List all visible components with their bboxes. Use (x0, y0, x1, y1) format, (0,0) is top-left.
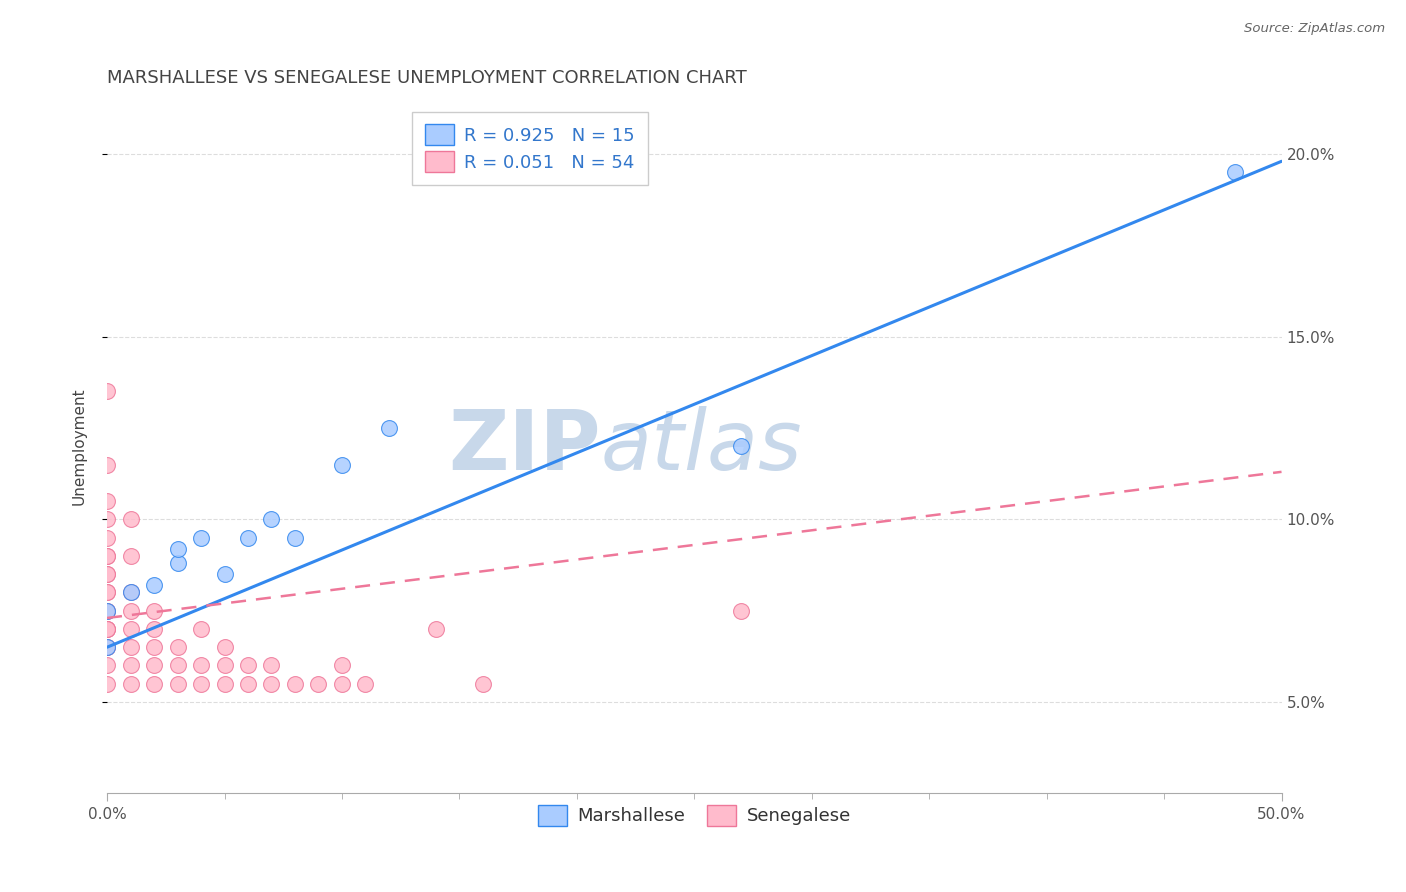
Point (96, 622, 118, 636)
Point (120, 512, 142, 526)
Point (236, 531, 259, 545)
Point (96, 604, 118, 618)
Point (96, 640, 118, 655)
Text: Source: ZipAtlas.com: Source: ZipAtlas.com (1244, 22, 1385, 36)
Point (96, 604, 118, 618)
Point (96, 549, 118, 563)
Point (166, 658, 188, 673)
Point (330, 658, 353, 673)
Point (96, 622, 118, 636)
Point (190, 531, 212, 545)
Point (471, 677, 494, 691)
Point (425, 622, 447, 636)
Text: atlas: atlas (600, 406, 801, 487)
Point (120, 585, 142, 599)
Point (730, 439, 752, 453)
Point (143, 677, 166, 691)
Text: ZIP: ZIP (449, 406, 600, 487)
Point (236, 677, 259, 691)
Point (260, 677, 283, 691)
Point (96, 567, 118, 582)
Point (166, 556, 188, 570)
Point (96, 604, 118, 618)
Point (260, 512, 283, 526)
Point (330, 677, 353, 691)
Point (190, 677, 212, 691)
Text: MARSHALLESE VS SENEGALESE UNEMPLOYMENT CORRELATION CHART: MARSHALLESE VS SENEGALESE UNEMPLOYMENT C… (107, 69, 747, 87)
Point (166, 677, 188, 691)
Point (120, 604, 142, 618)
Point (284, 531, 307, 545)
Point (96, 531, 118, 545)
Point (96, 549, 118, 563)
Point (330, 458, 353, 472)
Point (378, 421, 401, 435)
Point (96, 567, 118, 582)
Point (236, 658, 259, 673)
Point (96, 585, 118, 599)
Point (214, 677, 236, 691)
Point (143, 622, 166, 636)
Point (143, 640, 166, 655)
Point (120, 549, 142, 563)
Point (143, 578, 166, 592)
Point (120, 658, 142, 673)
Point (96, 658, 118, 673)
Point (1223, 165, 1246, 179)
Point (143, 604, 166, 618)
Point (190, 622, 212, 636)
Point (96, 677, 118, 691)
Legend: Marshallese, Senegalese: Marshallese, Senegalese (530, 797, 858, 833)
Point (166, 541, 188, 556)
Point (96, 640, 118, 655)
Point (214, 658, 236, 673)
Point (120, 622, 142, 636)
Point (260, 658, 283, 673)
Point (96, 494, 118, 508)
Point (284, 677, 307, 691)
Point (190, 658, 212, 673)
Point (96, 640, 118, 655)
Point (96, 458, 118, 472)
Y-axis label: Unemployment: Unemployment (72, 387, 86, 505)
Point (96, 512, 118, 526)
Point (166, 640, 188, 655)
Point (96, 384, 118, 399)
Point (120, 640, 142, 655)
Point (96, 622, 118, 636)
Point (96, 585, 118, 599)
Point (143, 658, 166, 673)
Point (214, 567, 236, 582)
Point (354, 677, 377, 691)
Point (730, 604, 752, 618)
Point (214, 640, 236, 655)
Point (308, 677, 330, 691)
Point (120, 585, 142, 599)
Point (120, 677, 142, 691)
